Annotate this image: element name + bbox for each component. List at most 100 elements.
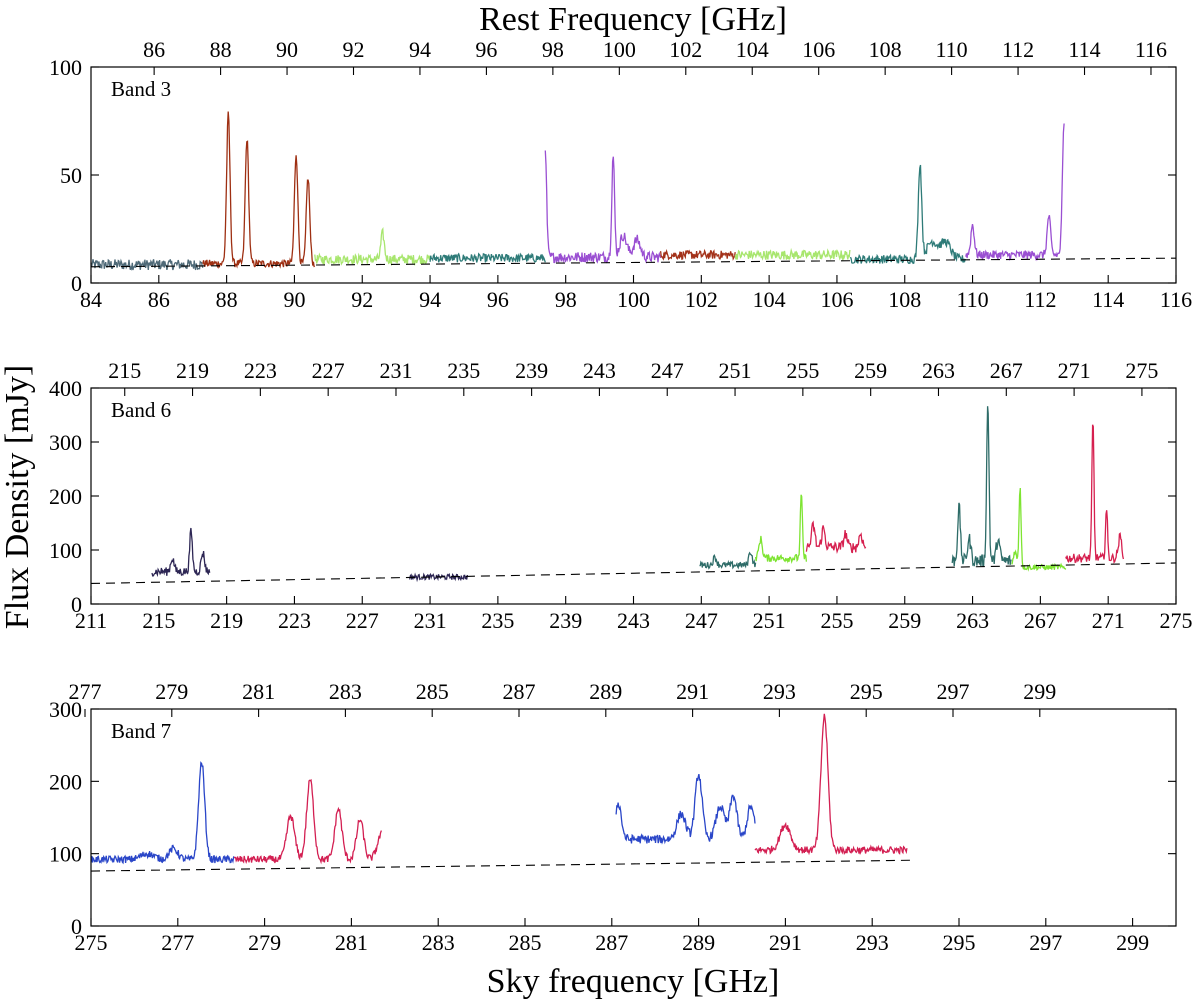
band-3-top-tick-label: 86 xyxy=(143,37,165,62)
band-3-x-tick-label: 90 xyxy=(283,287,305,312)
band-6-top-tick-label: 243 xyxy=(583,358,616,383)
band-7-x-tick-label: 279 xyxy=(248,930,281,955)
band-3-top-tick-label: 110 xyxy=(936,37,968,62)
band-6-top-tick-label: 247 xyxy=(651,358,684,383)
band-6-top-tick-label: 251 xyxy=(719,358,752,383)
band-6-spectrum-segment xyxy=(1065,424,1125,564)
band-3-x-tick-label: 92 xyxy=(351,287,373,312)
band-6-y-tick-label: 400 xyxy=(49,376,82,401)
band-3-top-tick-label: 108 xyxy=(869,37,902,62)
band-7-x-tick-label: 287 xyxy=(595,930,628,955)
band-3-frame xyxy=(90,66,1177,284)
spectra-panels: 84 86 88 90 92 94 96 98 100 102 104 106 108 110 112 114… xyxy=(49,37,1193,955)
band-6-top-tick-label: 259 xyxy=(854,358,887,383)
band-7-label: Band 7 xyxy=(111,719,171,743)
band-6-spectrum-segment xyxy=(1011,487,1067,572)
band-3-top-tick-label: 116 xyxy=(1135,37,1167,62)
band-3-x-tick-label: 116 xyxy=(1160,287,1192,312)
band-7-continuum-line xyxy=(90,859,916,872)
band-7-x-tick-label: 275 xyxy=(75,930,108,955)
band-6-top-tick-label: 255 xyxy=(786,358,819,383)
band-3-spectrum-segment xyxy=(659,248,736,261)
band-6-spectrum-segment xyxy=(805,520,867,555)
band-3-spectrum-segment xyxy=(429,252,546,263)
band-3-spectrum-segment xyxy=(314,226,431,267)
band-6-top-tick-label: 219 xyxy=(176,358,209,383)
band-6-top-tick-label: 227 xyxy=(312,358,345,383)
band-6-x-tick-label: 251 xyxy=(753,608,786,633)
band-3-x-tick-label: 106 xyxy=(820,287,853,312)
band-7-spectrum-segment xyxy=(615,773,756,845)
band-6-top-tick-label: 235 xyxy=(447,358,480,383)
band-6-x-tick-label: 219 xyxy=(210,608,243,633)
band-6-y-tick-label: 100 xyxy=(49,538,82,563)
band-6-x-tick-label: 211 xyxy=(75,608,107,633)
band-3-top-tick-label: 98 xyxy=(542,37,564,62)
band-6-top-tick-label: 263 xyxy=(922,358,955,383)
band-6-y-tick-label: 0 xyxy=(71,592,82,617)
band-6-top-tick-label: 267 xyxy=(990,358,1023,383)
band-3-x-tick-label: 112 xyxy=(1024,287,1056,312)
band-7-x-tick-label: 277 xyxy=(161,930,194,955)
band-3-top-tick-label: 90 xyxy=(276,37,298,62)
band-6-spectrum-segment xyxy=(151,527,211,578)
band-3-y-tick-label: 0 xyxy=(71,271,82,296)
band-7-top-tick-label: 291 xyxy=(676,679,709,704)
band-6-top-tick-label: 223 xyxy=(244,358,277,383)
band-3-top-tick-label: 88 xyxy=(210,37,232,62)
band-3-x-tick-label: 114 xyxy=(1092,287,1124,312)
band-6-spectrum-segment xyxy=(754,494,808,565)
band-3-spectrum-segment xyxy=(202,111,315,269)
band-3-y-tick-label: 50 xyxy=(60,163,82,188)
band-3-top-tick-label: 100 xyxy=(603,37,636,62)
band-3-top-tick-label: 112 xyxy=(1002,37,1034,62)
band-7-panel: 275 277 279 281 283 285 287 289 291 293 295 297 299 2… xyxy=(49,679,1177,955)
band-7-x-tick-label: 297 xyxy=(1029,930,1062,955)
band-7-top-tick-label: 283 xyxy=(329,679,362,704)
band-7-x-tick-label: 285 xyxy=(509,930,542,955)
band-7-x-tick-label: 283 xyxy=(422,930,455,955)
band-6-x-tick-label: 271 xyxy=(1092,608,1125,633)
band-6-top-tick-label: 231 xyxy=(379,358,412,383)
band-7-x-tick-label: 291 xyxy=(769,930,802,955)
band-7-top-tick-label: 293 xyxy=(763,679,796,704)
band-7-top-tick-label: 287 xyxy=(503,679,536,704)
band-3-spectrum-segment xyxy=(849,164,966,265)
band-7-top-tick-label: 289 xyxy=(589,679,622,704)
band-3-top-tick-label: 104 xyxy=(736,37,769,62)
band-3-x-tick-label: 88 xyxy=(216,287,238,312)
band-6-x-tick-label: 275 xyxy=(1160,608,1193,633)
band-6-x-tick-label: 227 xyxy=(346,608,379,633)
band-6-x-tick-label: 247 xyxy=(685,608,718,633)
band-6-label: Band 6 xyxy=(111,398,171,422)
band-7-frame xyxy=(90,708,1177,927)
band-6-x-tick-label: 263 xyxy=(956,608,989,633)
band-6-top-tick-label: 275 xyxy=(1125,358,1158,383)
band-6-x-tick-label: 239 xyxy=(549,608,582,633)
band-3-top-tick-label: 106 xyxy=(802,37,835,62)
band-6-top-tick-label: 271 xyxy=(1058,358,1091,383)
band-7-y-tick-label: 100 xyxy=(49,842,82,867)
band-6-spectrum-segment xyxy=(951,406,1012,567)
band-7-y-tick-label: 200 xyxy=(49,769,82,794)
band-7-x-tick-label: 295 xyxy=(943,930,976,955)
band-3-x-tick-label: 110 xyxy=(956,287,988,312)
band-3-top-tick-label: 114 xyxy=(1068,37,1100,62)
band-7-y-tick-label: 0 xyxy=(71,914,82,939)
band-3-continuum-line xyxy=(90,257,1177,268)
band-7-top-tick-label: 281 xyxy=(242,679,275,704)
band-3-spectrum-segment xyxy=(90,258,204,271)
band-3-x-tick-label: 94 xyxy=(419,287,441,312)
band-6-y-tick-label: 200 xyxy=(49,484,82,509)
band-6-top-tick-label: 239 xyxy=(515,358,548,383)
band-3-x-tick-label: 86 xyxy=(148,287,170,312)
band-7-x-tick-label: 289 xyxy=(682,930,715,955)
band-7-y-tick-label: 300 xyxy=(49,697,82,722)
band-3-x-tick-label: 96 xyxy=(487,287,509,312)
band-3-top-tick-label: 96 xyxy=(475,37,497,62)
band-3-spectrum-segment xyxy=(734,247,851,261)
band-3-panel: 84 86 88 90 92 94 96 98 100 102 104 106 108 110 112 114… xyxy=(49,37,1192,312)
band-7-spectrum-segment xyxy=(754,713,908,856)
band-7-top-tick-label: 285 xyxy=(416,679,449,704)
band-6-x-tick-label: 259 xyxy=(888,608,921,633)
